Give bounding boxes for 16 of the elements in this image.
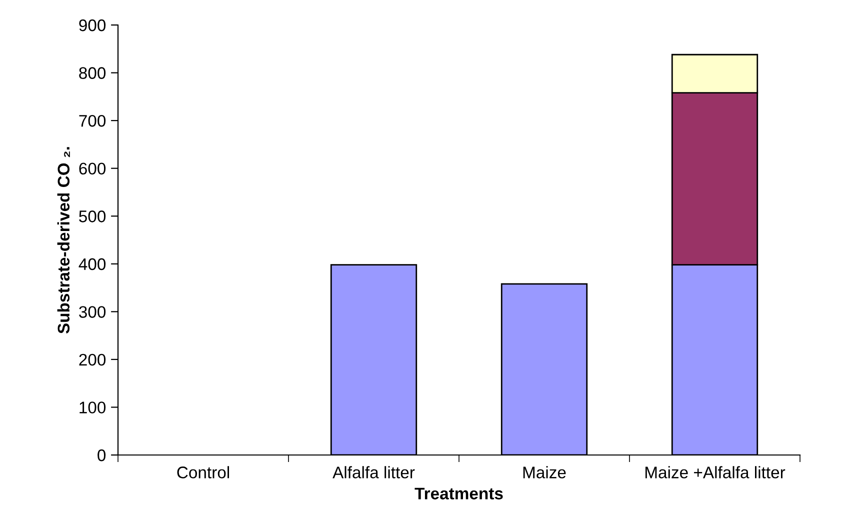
x-tick-label: Maize bbox=[523, 466, 566, 478]
y-axis-title: Substrate-derived CO ₂. bbox=[57, 147, 70, 334]
x-axis-title: Treatments bbox=[414, 488, 503, 500]
x-tick-label: Control bbox=[177, 466, 229, 478]
y-tick-label: 400 bbox=[78, 258, 106, 270]
y-tick-label: 600 bbox=[79, 162, 106, 175]
x-tick-label: Maize +Alfalfa litter bbox=[645, 466, 786, 478]
y-tick-label: 900 bbox=[79, 19, 106, 32]
y-tick-label: 800 bbox=[79, 67, 106, 79]
y-tick-label: 200 bbox=[79, 354, 106, 366]
y-tick-label: 700 bbox=[79, 114, 106, 127]
y-tick-label: 300 bbox=[79, 306, 106, 318]
y-tick-label: 0 bbox=[98, 449, 106, 462]
y-tick-label: 100 bbox=[80, 402, 106, 414]
y-tick-label: 500 bbox=[79, 210, 106, 222]
x-tick-label: Alfalfa litter bbox=[332, 466, 415, 478]
